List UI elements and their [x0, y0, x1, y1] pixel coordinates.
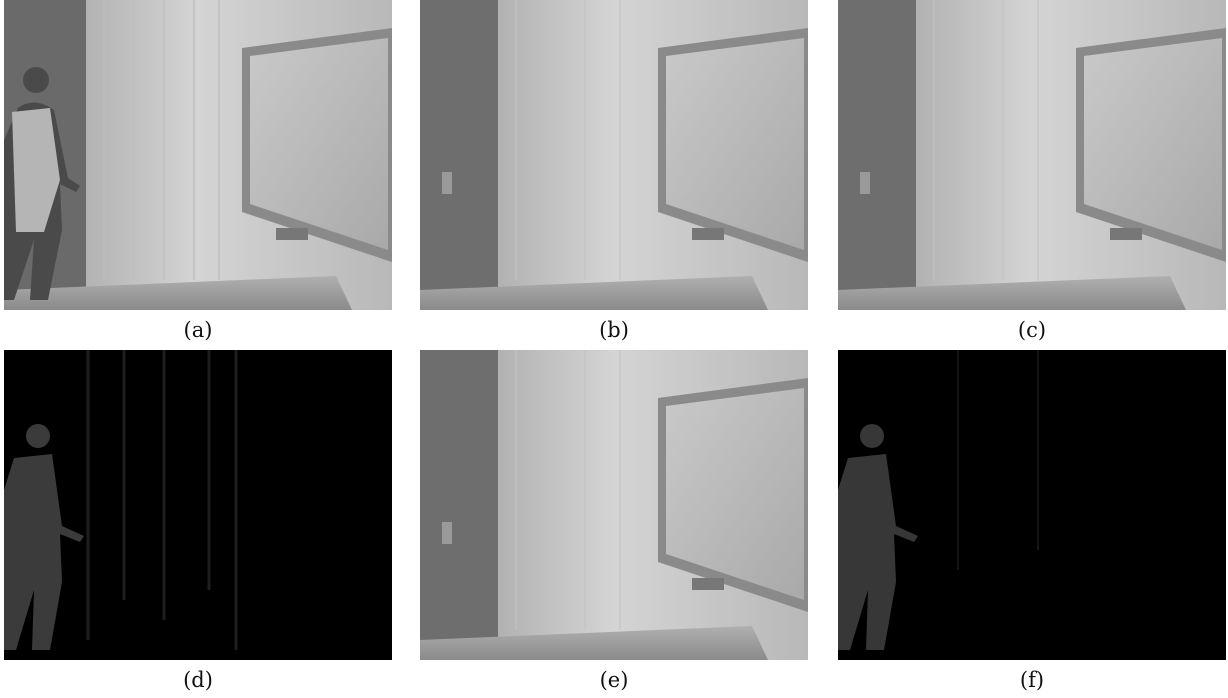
panel-f-image	[838, 350, 1226, 660]
panel-a-caption: (a)	[183, 318, 213, 342]
panel-e-caption: (e)	[599, 668, 629, 692]
panel-a-image	[4, 0, 392, 310]
panel-c-caption: (c)	[1017, 318, 1047, 342]
panel-c-image	[838, 0, 1226, 310]
panel-b-caption: (b)	[599, 318, 629, 342]
panel-b-image	[420, 0, 808, 310]
panel-e-image	[420, 350, 808, 660]
panel-d-caption: (d)	[183, 668, 213, 692]
panel-d-image	[4, 350, 392, 660]
panel-f-caption: (f)	[1019, 668, 1045, 692]
